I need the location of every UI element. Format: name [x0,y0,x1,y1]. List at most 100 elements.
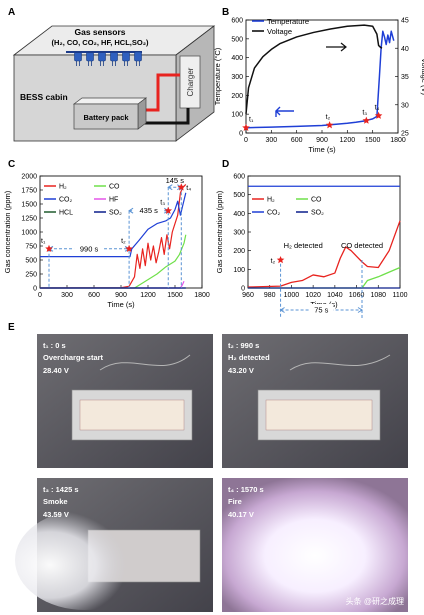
legend-label-3: SO₂ [311,210,324,217]
photo-t4-line1: t₄ : 1570 s [228,485,264,494]
sensors-gases: (H₂, CO, CO₂, HF, HCL,SO₂) [51,38,149,47]
photo-t1-line2: Overcharge start [43,353,104,362]
legend-label-1: CO [109,184,120,191]
watermark: 头条 @研之成理 [346,596,404,606]
interval-label-2: 145 s [166,176,185,185]
x-tick-label: 600 [88,292,100,299]
x-tick-label: 900 [316,137,328,144]
y2-tick-label: 40 [401,46,409,53]
plot-frame [245,19,399,134]
y-tick-label: 0 [241,286,245,293]
photo-t2-line3: 43.20 V [228,366,254,375]
series-line-H [247,220,401,288]
cabin-label: BESS cabin [20,92,68,102]
marker-star-4 [177,183,186,191]
battery-pack-top [72,97,148,105]
y-axis-label: Temperature (°C) [213,47,222,105]
marker-label-1: t₁ [41,238,46,245]
charger-label: Charger [186,67,195,96]
battery-pack [73,103,139,130]
y-tick-label: 1500 [21,202,37,209]
x-tick-label: 960 [242,292,254,299]
interval-arrow [167,184,173,191]
legend-label-2: CO₂ [267,210,281,217]
y-tick-label: 2000 [21,174,37,181]
x-tick-label: 1000 [284,292,300,299]
y-tick-label: 750 [25,244,37,251]
series-line-CO [40,234,187,289]
marker-label-2: t₂ [326,114,331,121]
photo-t3: t₃ : 1425 s Smoke 43.59 V [15,478,213,612]
marker-star-2 [325,121,334,129]
y-tick-label: 100 [233,267,245,274]
series-line-Voltage [245,24,383,114]
legend-label-5: SO₂ [109,210,122,217]
black-cable [140,108,190,125]
x-tick-label: 1200 [140,292,156,299]
y-tick-label: 500 [231,36,243,43]
legend-label-3: HF [109,197,118,204]
y-tick-label: 400 [233,211,245,218]
y2-axis-label: Voltage (V) [420,58,424,96]
voltage-axis-arrow [326,42,347,52]
marker-label-4: t₄ [375,105,380,112]
battery-label: Battery pack [83,113,129,122]
y-tick-label: 300 [233,230,245,237]
x-tick-label: 1080 [370,292,386,299]
charger [179,55,201,109]
x-tick-label: 900 [115,292,127,299]
gas-sensor [134,51,142,62]
panel-e: E t₁ : 0 s Overcharge start 28.40 V t₂ :… [8,322,408,612]
smoke-cloud [15,510,155,610]
marker-label-t2: t₂ [271,258,276,265]
y-tick-label: 0 [239,131,243,138]
marker-star-4 [374,111,383,119]
series-line-H [39,183,187,289]
legend-label-0: H₂ [267,197,275,204]
red-cable [144,73,180,112]
y-tick-label: 300 [231,74,243,81]
gas-sensor [122,51,130,62]
panel-e-letter: E [8,322,15,333]
series-line-HF [40,281,185,289]
photo-t2: t₂ : 990 s H₂ detected 43.20 V [222,334,408,468]
series-line-CO [248,266,401,289]
y2-tick-label: 45 [401,18,409,25]
legend-label-temperature: Temperature [267,17,309,26]
legend-label-1: CO [311,197,322,204]
x-tick-label: 600 [291,137,303,144]
legend-label-2: CO₂ [59,197,73,204]
panel-d-letter: D [222,159,229,170]
photo-t4: t₄ : 1570 s Fire 40.17 V 头条 @研之成理 [222,478,408,612]
x-tick-label: 0 [38,292,42,299]
series-line-Temperature [245,30,395,129]
legend-label-4: HCL [59,210,73,217]
photo-t2-line1: t₂ : 990 s [228,341,259,350]
legend-label-voltage: Voltage [267,27,292,36]
plot-frame [39,175,203,289]
y-axis-label: Gas concentration (ppm) [3,190,12,273]
h2-detected-label: H₂ detected [284,241,323,250]
plot-frame [247,175,401,289]
x-tick-label: 1200 [340,137,356,144]
x-tick-label: 1060 [349,292,365,299]
x-tick-label: 1500 [365,137,381,144]
interval-arrow [279,307,285,313]
gas-sensor [98,51,106,62]
photo-t4-line3: 40.17 V [228,510,254,519]
marker-label-4: t₄ [186,185,191,192]
panel-a-letter: A [8,7,15,18]
co-detected-label: CO detected [341,241,383,250]
x-tick-label: 1040 [327,292,343,299]
y-tick-label: 0 [33,286,37,293]
y-tick-label: 500 [233,192,245,199]
marker-label-3: t₃ [362,110,367,117]
photo-t4-line2: Fire [228,497,242,506]
y-axis-label: Gas concentration (ppm) [215,190,224,273]
x-tick-label: 1800 [194,292,210,299]
legend-label-0: H₂ [59,184,67,191]
y-tick-label: 200 [231,93,243,100]
panel-b: B 0 300 600 900 1200 1500 1800 0 100 200 300 400 500… [213,7,424,154]
photo-t1: t₁ : 0 s Overcharge start 28.40 V [37,334,213,468]
